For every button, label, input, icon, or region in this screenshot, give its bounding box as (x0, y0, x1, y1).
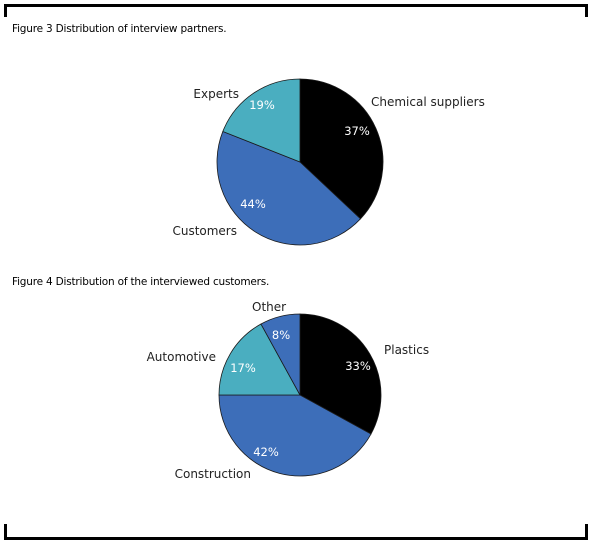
slice-customers (216, 130, 362, 246)
slice-value-customers: 44% (240, 197, 266, 211)
frame-bottom-line (4, 537, 588, 540)
slice-name-other: Other (252, 300, 286, 314)
slice-name-plastics: Plastics (384, 343, 429, 357)
slice-value-chemical-suppliers: 37% (344, 124, 370, 138)
frame-top-right-tick (585, 4, 588, 17)
figure3-caption: Figure 3 Distribution of interview partn… (12, 23, 227, 35)
frame-bottom-left-tick (4, 524, 7, 540)
frame-top-line (4, 4, 588, 7)
slice-plastics (299, 313, 382, 435)
slice-chemical-suppliers (299, 78, 384, 220)
slice-value-plastics: 33% (345, 359, 371, 373)
slice-name-chemical-suppliers: Chemical suppliers (371, 95, 485, 109)
figure4-caption: Figure 4 Distribution of the interviewed… (12, 276, 270, 288)
slice-value-experts: 19% (249, 98, 275, 112)
slice-automotive (218, 323, 301, 396)
slice-name-automotive: Automotive (147, 350, 216, 364)
slice-value-other: 8% (272, 328, 290, 342)
slice-name-customers: Customers (172, 224, 237, 238)
frame-top-left-tick (4, 4, 7, 17)
slice-other (260, 313, 301, 396)
frame-bottom-right-tick (585, 524, 588, 540)
slice-value-automotive: 17% (230, 361, 256, 375)
slice-name-experts: Experts (193, 87, 239, 101)
slice-name-construction: Construction (175, 467, 251, 481)
slice-construction (218, 394, 372, 477)
slice-value-construction: 42% (253, 445, 279, 459)
slice-experts (222, 78, 301, 163)
